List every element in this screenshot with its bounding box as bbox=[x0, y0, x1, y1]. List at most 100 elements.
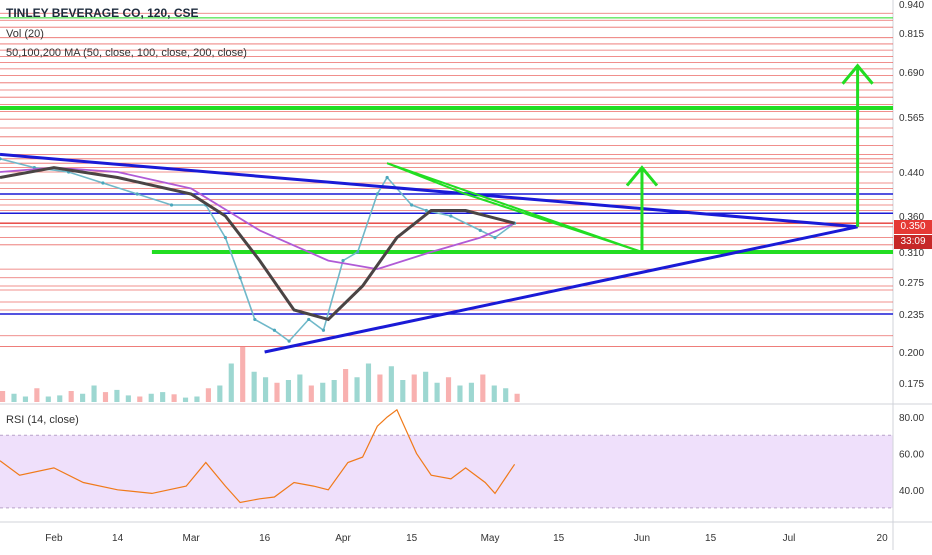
volume-bar bbox=[388, 366, 394, 402]
target-arrow-head bbox=[625, 165, 659, 187]
volume-bar bbox=[11, 393, 17, 402]
time-axis-tick: 14 bbox=[112, 533, 124, 544]
price-point bbox=[449, 214, 453, 218]
rsi-legend: RSI (14, close) bbox=[6, 414, 79, 426]
volume-bar bbox=[125, 395, 131, 402]
volume-bar bbox=[331, 380, 337, 402]
price-point bbox=[287, 339, 291, 343]
time-axis-tick: Apr bbox=[335, 533, 351, 544]
time-axis-tick: Feb bbox=[45, 533, 63, 544]
volume-bar bbox=[217, 385, 223, 402]
time-axis-tick: Mar bbox=[183, 533, 201, 544]
ma-legend: 50,100,200 MA (50, close, 100, close, 20… bbox=[6, 47, 247, 59]
rsi-band bbox=[0, 435, 893, 508]
price-axis-tick: 0.440 bbox=[899, 168, 924, 179]
volume-bar bbox=[80, 393, 86, 402]
volume-bar bbox=[377, 374, 383, 402]
volume-bar bbox=[468, 382, 474, 402]
rsi-axis-tick: 40.00 bbox=[899, 486, 924, 497]
price-point bbox=[238, 276, 242, 280]
price-axis-tick: 0.275 bbox=[899, 278, 924, 289]
volume-bar bbox=[434, 382, 440, 402]
price-axis-tick: 0.175 bbox=[899, 379, 924, 390]
volume-bar bbox=[137, 396, 143, 402]
price-point bbox=[410, 203, 414, 207]
price-point bbox=[253, 317, 257, 322]
price-axis-tick: 0.235 bbox=[899, 310, 924, 321]
volume-bar bbox=[57, 395, 63, 402]
volume-bar bbox=[411, 374, 417, 402]
last-price-tag: 0.350 bbox=[894, 220, 932, 234]
price-axis-tick: 0.565 bbox=[899, 113, 924, 124]
volume-bar bbox=[365, 363, 372, 402]
price-axis-tick: 0.690 bbox=[899, 68, 924, 79]
price-point bbox=[493, 236, 497, 240]
time-axis-tick: Jul bbox=[783, 533, 796, 544]
price-point bbox=[101, 181, 105, 185]
price-point bbox=[135, 192, 139, 196]
volume-bar bbox=[228, 363, 234, 402]
volume-bar bbox=[34, 388, 40, 402]
price-axis-tick: 0.360 bbox=[899, 212, 924, 223]
chart-title: TINLEY BEVERAGE CO, 120, CSE bbox=[6, 6, 199, 20]
volume-bar bbox=[297, 374, 303, 402]
volume-bar bbox=[91, 385, 97, 402]
volume-bar bbox=[423, 371, 429, 402]
volume-bar bbox=[320, 382, 326, 402]
volume-bar bbox=[114, 389, 120, 402]
price-point bbox=[169, 203, 174, 207]
volume-bar bbox=[194, 396, 200, 402]
rsi-line bbox=[0, 408, 516, 504]
volume-bar bbox=[262, 377, 269, 402]
price-axis-tick: 0.200 bbox=[899, 348, 924, 359]
ma-dark-line bbox=[0, 166, 515, 322]
volume-bar bbox=[45, 396, 51, 402]
volume-bar bbox=[491, 385, 497, 402]
rsi-axis-tick: 80.00 bbox=[899, 413, 924, 424]
volume-bar bbox=[251, 371, 257, 402]
volume-bar bbox=[354, 377, 360, 402]
volume-bar bbox=[102, 392, 109, 402]
volume-bar bbox=[148, 393, 154, 402]
volume-bar bbox=[160, 392, 166, 402]
time-axis-tick: 15 bbox=[406, 533, 418, 544]
price-point bbox=[424, 208, 428, 213]
price-point bbox=[272, 328, 277, 332]
volume-bar bbox=[457, 385, 463, 402]
volume-bar bbox=[171, 394, 177, 402]
target-arrow-head bbox=[841, 63, 874, 85]
time-axis-tick: 20 bbox=[877, 533, 889, 544]
volume-bar bbox=[480, 374, 486, 402]
volume-bar bbox=[205, 388, 211, 402]
price-axis-tick: 0.310 bbox=[899, 248, 924, 259]
countdown-tag: 33:09 bbox=[894, 235, 932, 249]
price-point bbox=[321, 328, 326, 332]
price-point bbox=[0, 157, 2, 161]
volume-bar bbox=[0, 391, 6, 402]
time-axis-tick: May bbox=[481, 533, 500, 544]
volume-legend: Vol (20) bbox=[6, 28, 44, 40]
price-point bbox=[223, 236, 228, 240]
price-point bbox=[341, 258, 345, 263]
volume-bar bbox=[503, 388, 509, 402]
price-point bbox=[356, 250, 360, 254]
volume-bar bbox=[400, 380, 406, 402]
symbol-legend: TINLEY BEVERAGE CO, 120, CSE bbox=[6, 6, 199, 20]
volume-bar bbox=[274, 382, 280, 402]
time-axis-tick: 15 bbox=[553, 533, 565, 544]
volume-bar bbox=[285, 380, 292, 402]
time-axis-tick: 15 bbox=[705, 533, 717, 544]
volume-bar bbox=[445, 377, 452, 402]
price-axis-tick: 0.815 bbox=[899, 29, 924, 40]
volume-bar bbox=[514, 393, 520, 402]
green-triangle bbox=[386, 162, 643, 253]
volume-bar bbox=[182, 397, 189, 402]
time-axis-tick: 16 bbox=[259, 533, 271, 544]
price-axis-tick: 0.940 bbox=[899, 0, 924, 11]
blue-trendline bbox=[264, 225, 858, 354]
volume-bar bbox=[308, 385, 314, 402]
volume-bar bbox=[22, 396, 29, 402]
rsi-axis-tick: 60.00 bbox=[899, 449, 924, 460]
